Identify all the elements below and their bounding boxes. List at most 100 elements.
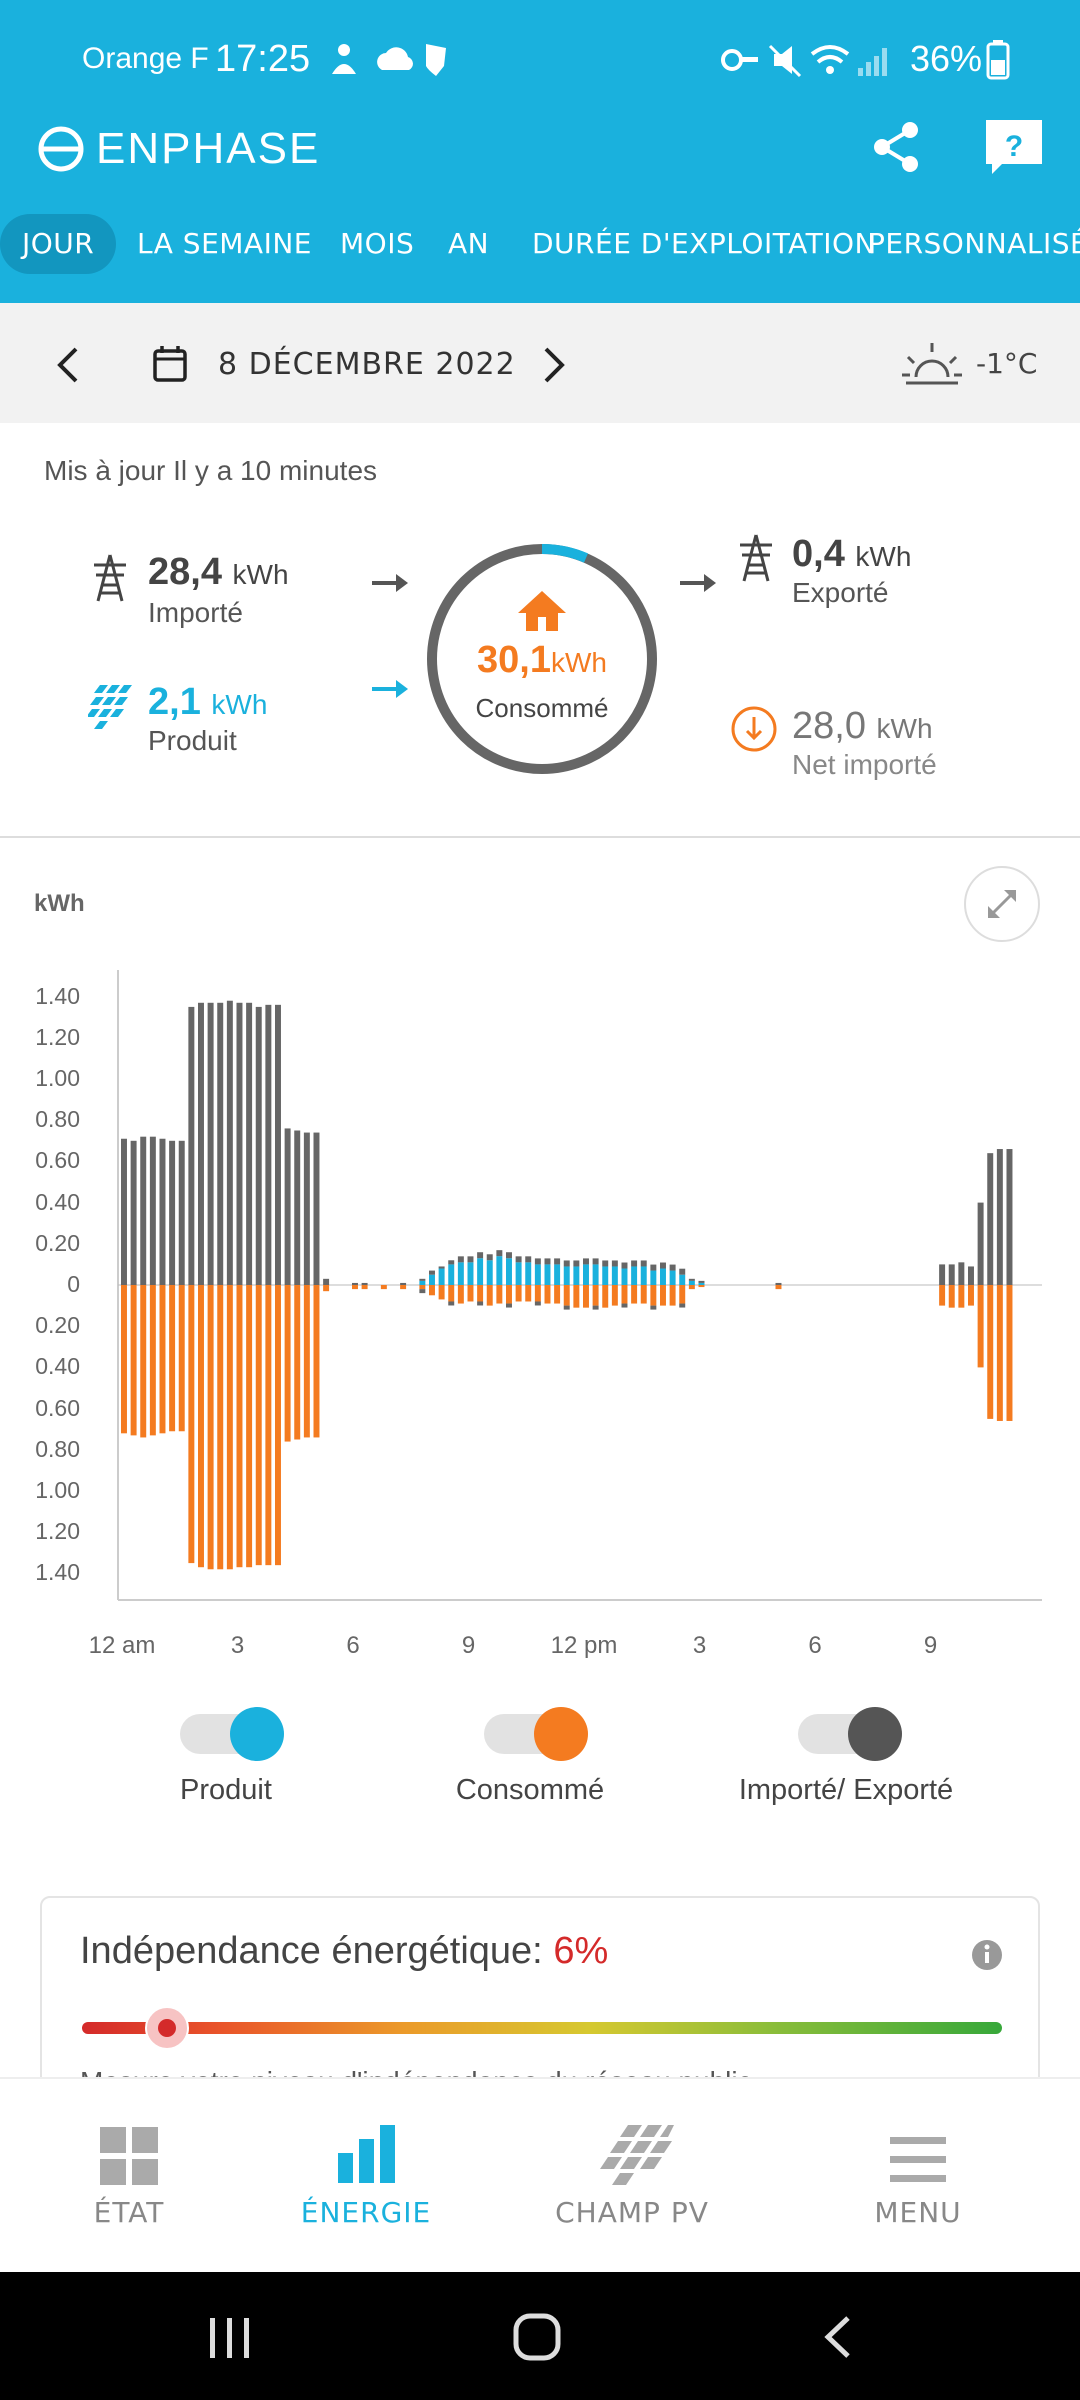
bar-import-export-24 <box>352 1282 358 1285</box>
clock-text: 17:25 <box>215 38 311 80</box>
bar-consomme-50 <box>602 1285 609 1308</box>
x-tick-label: 12 am <box>88 1632 156 1659</box>
import-export-toggle[interactable] <box>798 1707 902 1761</box>
bar-import-export-50 <box>602 1260 609 1267</box>
independence-value: 6% <box>553 1930 609 1972</box>
independence-gradient-bar <box>82 2022 1002 2034</box>
bar-import-export-19 <box>303 1132 310 1285</box>
x-tick-label: 9 <box>923 1632 938 1659</box>
tab-personnalisé[interactable]: PERSONNALISÉ <box>868 227 1080 260</box>
bar-import-export-3 <box>149 1136 156 1285</box>
bar-consomme-40 <box>506 1285 512 1304</box>
bar-grid-draw-40 <box>506 1303 512 1308</box>
bar-import-export-35 <box>457 1256 464 1263</box>
bar-import-export-14 <box>255 1006 262 1285</box>
nav-label-3[interactable]: MENU <box>874 2196 962 2229</box>
y-tick-label: 0.20 <box>35 1229 80 1256</box>
status-notification-icons <box>332 44 446 76</box>
bar-import-export-56 <box>660 1262 666 1269</box>
x-tick-label: 6 <box>346 1632 360 1659</box>
tab-mois[interactable]: MOIS <box>340 227 415 260</box>
legend-import-export-label: Importé/ Exporté <box>738 1774 954 1806</box>
produced-toggle[interactable] <box>180 1707 284 1761</box>
bar-grid-draw-46 <box>563 1305 570 1310</box>
bar-consomme-51 <box>611 1285 618 1306</box>
solar-panel-icon <box>88 685 132 729</box>
energy-bars-icon[interactable] <box>336 2123 398 2185</box>
bar-import-export-10 <box>217 1002 224 1285</box>
bar-produit-56 <box>660 1268 666 1285</box>
bar-consomme-9 <box>207 1285 214 1570</box>
bar-consomme-1 <box>130 1285 137 1436</box>
bar-consomme-52 <box>621 1285 628 1304</box>
calendar-icon[interactable] <box>152 345 188 383</box>
status-grid-icon[interactable] <box>100 2127 158 2185</box>
bar-consomme-21 <box>323 1285 330 1292</box>
bar-import-export-48 <box>583 1258 589 1265</box>
bar-import-export-36 <box>467 1256 474 1263</box>
nav-label-0[interactable]: ÉTAT <box>93 2196 165 2229</box>
bar-consomme-32 <box>429 1285 435 1296</box>
battery-icon <box>986 40 1010 80</box>
pv-array-icon[interactable] <box>598 2123 674 2187</box>
menu-hamburger-icon[interactable] <box>890 2137 946 2183</box>
bar-import-export-51 <box>611 1260 618 1267</box>
tab-jour[interactable]: JOUR <box>0 214 117 274</box>
bar-grid-draw-37 <box>477 1301 484 1306</box>
chevron-right-icon[interactable] <box>542 345 566 385</box>
brand-name: ENPHASE <box>96 124 321 173</box>
date-bar: 8 DÉCEMBRE 2022 -1°C <box>0 303 1080 423</box>
home-button-icon[interactable] <box>512 2312 562 2362</box>
bar-import-export-9 <box>207 1002 214 1285</box>
bar-consomme-47 <box>573 1285 580 1308</box>
bar-import-export-12 <box>236 1002 243 1285</box>
bar-produit-36 <box>467 1262 474 1285</box>
bar-produit-38 <box>486 1260 493 1285</box>
date-label[interactable]: 8 DÉCEMBRE 2022 <box>218 347 516 382</box>
tab-durée-d-exploitation[interactable]: DURÉE D'EXPLOITATION <box>532 227 876 260</box>
bar-consomme-12 <box>236 1285 243 1568</box>
bar-consomme-35 <box>457 1285 464 1304</box>
bar-import-export-89 <box>977 1202 984 1285</box>
share-icon[interactable] <box>870 120 922 174</box>
bar-import-export-37 <box>477 1252 484 1259</box>
tab-an[interactable]: AN <box>448 227 490 260</box>
bar-consomme-58 <box>679 1285 686 1304</box>
tab-la-semaine[interactable]: LA SEMAINE <box>137 227 312 260</box>
bar-import-export-6 <box>178 1140 185 1285</box>
bar-import-export-45 <box>554 1258 561 1265</box>
y-tick-label: 0 <box>67 1271 80 1297</box>
bar-consomme-4 <box>159 1285 166 1434</box>
consumed-value: 30,1kWh <box>477 639 607 681</box>
recent-apps-icon[interactable] <box>206 2316 254 2360</box>
bar-consomme-54 <box>640 1285 647 1304</box>
bar-import-export-39 <box>496 1250 503 1257</box>
x-tick-label: 12 pm <box>550 1632 618 1659</box>
bar-produit-58 <box>679 1274 686 1285</box>
energy-bar-chart[interactable] <box>0 960 1080 1610</box>
battery-text: 36% <box>910 38 983 79</box>
nav-label-1[interactable]: ÉNERGIE <box>300 2196 432 2229</box>
help-icon[interactable]: ? <box>984 118 1044 176</box>
bar-consomme-29 <box>400 1285 407 1290</box>
produced-toggle-knob <box>230 1707 284 1761</box>
bar-consomme-60 <box>698 1285 705 1288</box>
chevron-left-icon[interactable] <box>56 345 80 385</box>
expand-chart-button[interactable] <box>964 866 1040 942</box>
bar-consomme-92 <box>1006 1285 1013 1421</box>
bar-produit-57 <box>669 1270 676 1285</box>
back-button-icon[interactable] <box>822 2314 852 2360</box>
svg-text:?: ? <box>1005 130 1023 163</box>
x-tick-label: 9 <box>461 1632 476 1659</box>
info-icon[interactable] <box>970 1938 1004 1972</box>
bar-import-export-16 <box>275 1004 281 1285</box>
nav-label-2[interactable]: CHAMP PV <box>555 2196 709 2229</box>
bar-import-export-57 <box>669 1264 676 1271</box>
bar-grid-draw-58 <box>679 1303 686 1308</box>
bar-grid-draw-43 <box>534 1301 541 1306</box>
bar-import-export-40 <box>506 1252 512 1259</box>
bar-grid-draw-52 <box>621 1303 628 1308</box>
chart-unit-label: kWh <box>34 890 85 917</box>
bar-import-export-46 <box>563 1260 570 1267</box>
consumed-toggle[interactable] <box>484 1707 588 1761</box>
